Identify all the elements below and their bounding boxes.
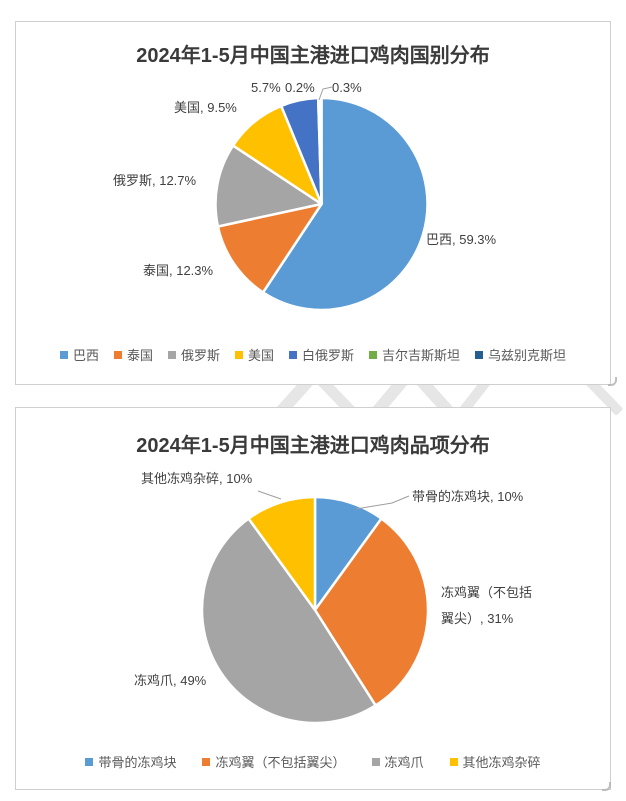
- legend-label: 其他冻鸡杂碎: [462, 755, 541, 770]
- legend-marker-icon: [85, 757, 94, 766]
- legend-label: 带骨的冻鸡块: [98, 755, 177, 770]
- pie-label-wings: 冻鸡翼（不包括翼尖）, 31%: [441, 585, 533, 626]
- legend-label: 巴西: [72, 348, 99, 363]
- chart-title: 2024年1-5月中国主港进口鸡肉品项分布: [136, 435, 490, 457]
- pie-label-belarus: 5.7%: [251, 80, 281, 95]
- pie-label-uzbekistan: 0.3%: [332, 80, 362, 95]
- legend-label: 俄罗斯: [180, 348, 220, 363]
- pie-label-other-offal: 其他冻鸡杂碎, 10%: [141, 471, 253, 486]
- legend-label: 乌兹别克斯坦: [488, 348, 567, 363]
- pie-label-kyrgyzstan: 0.2%: [285, 80, 315, 95]
- pie-chart-product: [200, 490, 430, 725]
- legend-label: 白俄罗斯: [302, 348, 355, 363]
- legend-marker-icon: [369, 350, 378, 359]
- legend-marker-icon: [234, 350, 243, 359]
- legend-marker-icon: [167, 350, 176, 359]
- legend-item[interactable]: 泰国: [113, 345, 153, 364]
- legend-label: 冻鸡爪: [384, 755, 424, 770]
- legend-item[interactable]: 冻鸡翼（不包括翼尖）: [202, 752, 346, 771]
- legend-item[interactable]: 其他冻鸡杂碎: [449, 752, 541, 771]
- legend-marker-icon: [113, 350, 122, 359]
- legend-marker-icon: [449, 757, 458, 766]
- legend-item[interactable]: 吉尔吉斯斯坦: [369, 345, 460, 364]
- legend-marker-icon: [202, 757, 211, 766]
- chart-panel-product-distribution[interactable]: 2024年1-5月中国主港进口鸡肉品项分布 其他冻鸡杂碎, 10% 带骨的冻鸡块…: [15, 407, 611, 790]
- legend-product: 带骨的冻鸡块 冻鸡翼（不包括翼尖） 冻鸡爪 其他冻鸡杂碎: [16, 752, 610, 771]
- legend-marker-icon: [475, 350, 484, 359]
- pie-slice-泰国[interactable]: [216, 202, 323, 294]
- legend-item[interactable]: 冻鸡爪: [371, 752, 424, 771]
- pie-label-russia: 俄罗斯, 12.7%: [113, 173, 197, 188]
- pie-slice-冻鸡爪[interactable]: [200, 517, 377, 725]
- pie-label-thailand: 泰国, 12.3%: [143, 263, 214, 278]
- pie-slice-其他冻鸡杂碎[interactable]: [247, 495, 317, 612]
- chart-title: 2024年1-5月中国主港进口鸡肉国别分布: [136, 45, 490, 67]
- legend-item[interactable]: 俄罗斯: [167, 345, 220, 364]
- legend-marker-icon: [289, 350, 297, 359]
- legend-item[interactable]: 巴西: [59, 345, 99, 364]
- resize-handle[interactable]: [602, 782, 611, 791]
- pie-label-usa: 美国, 9.5%: [174, 100, 237, 115]
- pie-slice-俄罗斯[interactable]: [214, 144, 323, 228]
- pie-label-brazil: 巴西, 59.3%: [426, 232, 497, 247]
- label-leader-line: [355, 495, 410, 510]
- legend-country: 巴西 泰国 俄罗斯 美国 白俄罗斯 吉尔吉斯斯坦 乌兹别克斯坦: [16, 345, 610, 364]
- pie-label-bone-in-cuts: 带骨的冻鸡块, 10%: [412, 489, 524, 504]
- label-leader-line: [318, 86, 333, 101]
- pie-chart-country: [214, 86, 429, 312]
- legend-item[interactable]: 带骨的冻鸡块: [85, 752, 176, 771]
- resize-handle[interactable]: [608, 377, 617, 386]
- chart-panel-country-distribution[interactable]: 2024年1-5月中国主港进口鸡肉国别分布 巴西, 59.3% 泰国, 12.3…: [15, 21, 611, 385]
- legend-item[interactable]: 美国: [234, 345, 274, 364]
- legend-item[interactable]: 乌兹别克斯坦: [475, 345, 566, 364]
- legend-label: 美国: [247, 348, 274, 363]
- legend-label: 吉尔吉斯斯坦: [382, 348, 461, 363]
- legend-label: 泰国: [126, 348, 153, 363]
- label-leader-line: [257, 490, 282, 500]
- pie-slice-巴西[interactable]: [261, 96, 429, 312]
- pie-slice-带骨的冻鸡块[interactable]: [313, 495, 383, 612]
- pie-slice-冻鸡翼（不包括翼尖）[interactable]: [313, 517, 430, 707]
- pie-label-chicken-feet: 冻鸡爪, 49%: [134, 673, 207, 688]
- legend-marker-icon: [371, 757, 380, 766]
- legend-label: 冻鸡翼（不包括翼尖）: [215, 755, 346, 770]
- legend-marker-icon: [59, 350, 68, 359]
- legend-item[interactable]: 白俄罗斯: [289, 345, 354, 364]
